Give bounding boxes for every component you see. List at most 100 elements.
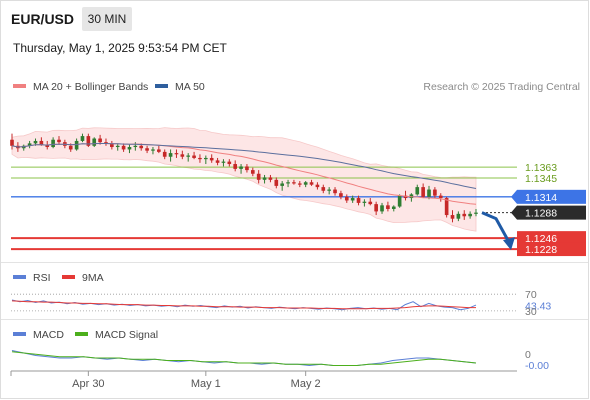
macd-panel-divider: [1, 319, 588, 320]
pivot-label-tip: [511, 189, 517, 204]
rsi-legend-swatch-1: [62, 275, 75, 279]
candle-body: [33, 140, 38, 144]
candle-body: [86, 136, 91, 146]
rsi-legend-label-1: 9MA: [82, 272, 104, 284]
candle-body: [303, 182, 308, 185]
candle-body: [209, 157, 214, 161]
candle-body: [444, 198, 449, 216]
macd-signal-line: [11, 351, 477, 366]
candle-body: [297, 183, 302, 185]
candle-body: [104, 142, 108, 144]
candle-body: [380, 205, 384, 212]
resistance-label-0: 1.1363: [525, 162, 557, 174]
candle-body: [198, 157, 202, 160]
candle-body: [221, 161, 226, 163]
macd-legend-swatch-1: [75, 332, 88, 336]
timeframe-button[interactable]: 30 MIN: [82, 7, 132, 31]
support-label-bg-4: [517, 231, 586, 246]
symbol-label: EUR/USD: [11, 11, 75, 27]
candle-body: [456, 213, 461, 219]
candle-body: [474, 212, 478, 214]
forecast-arrow-line: [481, 211, 511, 243]
macd-legend-label-0: MACD: [33, 329, 64, 341]
macd-legend-swatch-0: [13, 332, 26, 336]
candle-body: [245, 166, 249, 171]
forecast-arrow: [481, 211, 515, 251]
candle-body: [145, 148, 149, 151]
resistance-label-1: 1.1345: [525, 173, 557, 185]
candle-body: [250, 170, 255, 174]
candle-body: [433, 189, 437, 196]
candle-body: [468, 213, 472, 217]
candle-body: [409, 194, 414, 199]
candle-body: [127, 147, 132, 150]
candle-body: [27, 143, 32, 146]
candle-body: [239, 166, 243, 169]
moving-averages: [11, 143, 477, 205]
candle-body: [415, 187, 420, 195]
candle-body: [427, 189, 431, 197]
candle-body: [268, 177, 273, 180]
forecast-arrow-head: [503, 237, 515, 251]
bollinger-band: [11, 127, 477, 232]
candle-body: [227, 161, 232, 165]
candle-body: [403, 195, 408, 199]
candle-body: [192, 155, 196, 158]
macd-tick-label-0: 0: [525, 349, 531, 361]
last-price-label: 1.1288: [525, 208, 557, 220]
bollinger-band-fill: [11, 127, 477, 232]
candle-body: [462, 213, 467, 217]
rsi-tick-label-1: 43.43: [525, 300, 551, 312]
candle-body: [51, 139, 55, 148]
rsi-legend-label-0: RSI: [33, 272, 51, 284]
candle-body: [168, 153, 173, 157]
candle-body: [391, 206, 396, 209]
candle-body: [110, 143, 114, 148]
rsi-legend-swatch-0: [13, 275, 26, 279]
candle-body: [286, 182, 290, 184]
candle-body: [368, 201, 373, 205]
candle-body: [233, 164, 238, 169]
candle-body: [45, 144, 50, 148]
rsi-panel-divider: [1, 262, 588, 263]
rsi-tick-label-2: 30: [525, 306, 537, 318]
candle-body: [362, 201, 367, 203]
candle-body: [421, 187, 425, 197]
candle-body: [315, 184, 320, 188]
support-label-5: 1.1228: [525, 244, 557, 256]
candle-body: [356, 198, 361, 203]
candle-body: [121, 145, 126, 150]
candle-body: [204, 157, 208, 160]
candle-body: [80, 136, 85, 141]
candle-body: [139, 145, 144, 149]
candle-body: [10, 139, 14, 146]
legend-swatch-0: [13, 84, 26, 88]
support-label-bg-5: [517, 242, 586, 257]
x-axis: Apr 30 May 1 May 2: [10, 370, 517, 390]
ma50-line: [11, 143, 477, 189]
candle-body: [115, 145, 120, 148]
candle-body: [262, 177, 267, 180]
candle-body: [344, 196, 349, 201]
macd-legend-label-1: MACD Signal: [95, 329, 158, 341]
candle-body: [374, 204, 378, 212]
candle-body: [350, 198, 355, 201]
candle-body: [397, 195, 402, 207]
last-price-label-bg: [517, 205, 586, 220]
candle-body: [438, 195, 443, 199]
legend-label-1: MA 50: [175, 81, 205, 93]
legend-label-0: MA 20 + Bollinger Bands: [33, 81, 148, 93]
candle-body: [174, 153, 179, 155]
candle-body: [151, 149, 155, 151]
candle-body: [39, 140, 44, 145]
candles: [10, 133, 478, 223]
macd-panel: MACD MACD Signal 0-0.00: [11, 329, 549, 372]
candle-body: [180, 154, 185, 157]
candle-body: [292, 182, 296, 184]
pivot-label-bg: [517, 189, 586, 204]
